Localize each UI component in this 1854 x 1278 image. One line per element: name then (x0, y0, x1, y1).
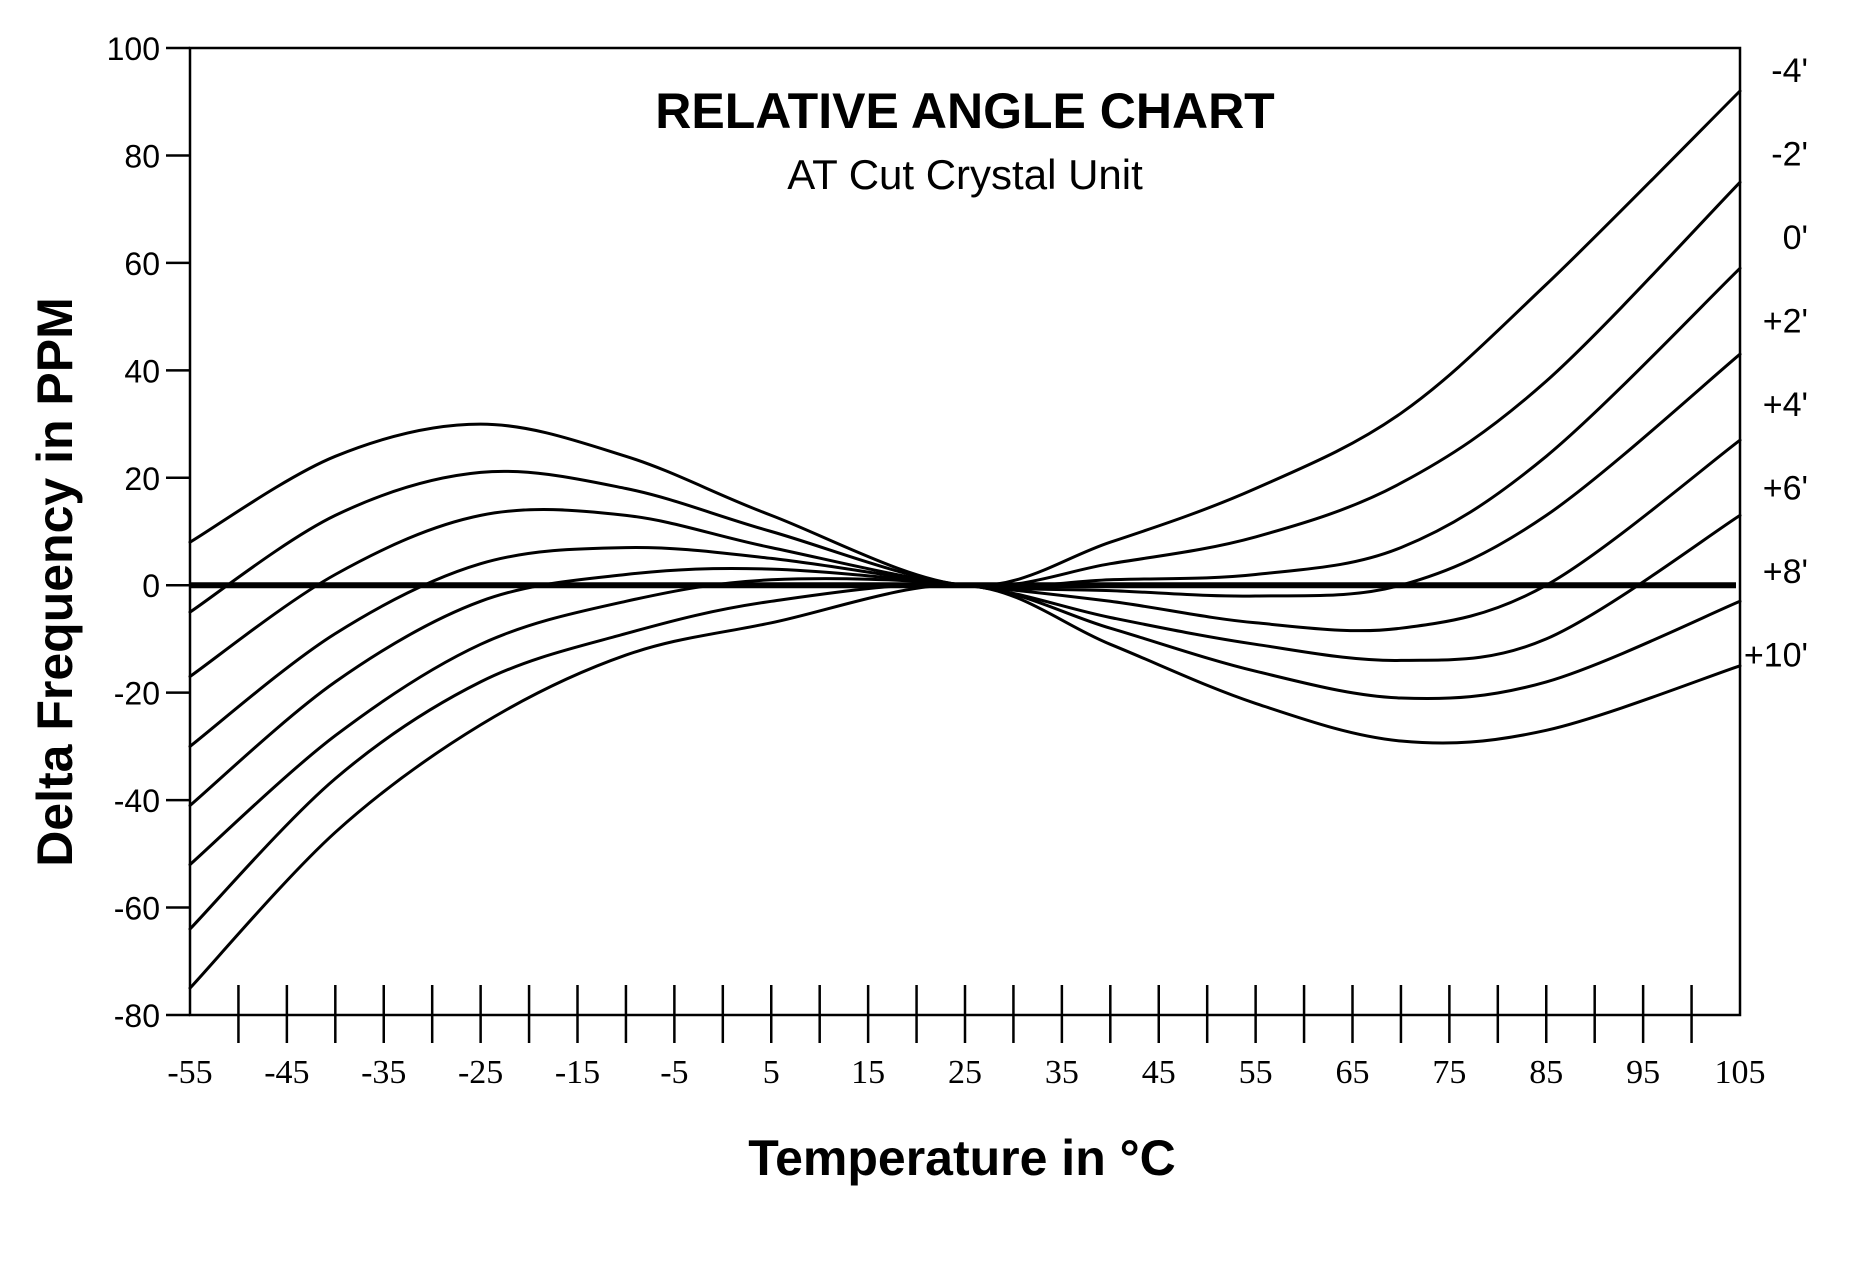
x-tick-label: 75 (1432, 1054, 1466, 1091)
series-label: +4' (1763, 386, 1808, 424)
series-label: +10' (1744, 637, 1808, 675)
x-tick-label: -15 (555, 1054, 600, 1091)
y-tick-label: 0 (142, 568, 160, 604)
x-tick-label: 55 (1239, 1054, 1273, 1091)
series-label: +2' (1763, 303, 1808, 341)
series-label: 0' (1783, 219, 1808, 257)
x-tick-label: -35 (361, 1054, 406, 1091)
x-tick-label: -55 (167, 1054, 212, 1091)
x-tick-label: 65 (1336, 1054, 1370, 1091)
y-tick-label: 40 (124, 353, 160, 389)
y-tick-label: -60 (114, 891, 160, 927)
y-tick-label: 80 (124, 138, 160, 174)
x-tick-label: 95 (1626, 1054, 1660, 1091)
x-tick-label: -5 (660, 1054, 688, 1091)
y-axis-title: Delta Frequency in PPM (27, 297, 83, 867)
x-tick-label: -25 (458, 1054, 503, 1091)
series-label: +8' (1763, 553, 1808, 591)
series-label: -2' (1771, 136, 1808, 174)
y-tick-label: -20 (114, 676, 160, 712)
x-tick-label: 35 (1045, 1054, 1079, 1091)
x-tick-label: 25 (948, 1054, 982, 1091)
chart-subtitle: AT Cut Crystal Unit (787, 151, 1143, 198)
x-tick-label: -45 (264, 1054, 309, 1091)
y-tick-label: -80 (114, 998, 160, 1034)
series-label: +6' (1763, 470, 1808, 508)
x-tick-label: 85 (1529, 1054, 1563, 1091)
series-labels: -4' -2' 0' +2' +4' +6' +8' +10' (1744, 52, 1808, 675)
plot-frame (188, 46, 1742, 1017)
series-label: -4' (1771, 52, 1808, 90)
y-axis-ticks: 100 80 60 40 20 0 -20 -40 -60 -80 (107, 31, 190, 1034)
y-tick-label: -40 (114, 783, 160, 819)
chart-title: RELATIVE ANGLE CHART (655, 83, 1274, 139)
x-tick-label: 15 (851, 1054, 885, 1091)
y-tick-label: 100 (107, 31, 160, 67)
y-tick-label: 20 (124, 461, 160, 497)
y-tick-label: 60 (124, 246, 160, 282)
x-axis-title: Temperature in °C (748, 1130, 1176, 1186)
x-tick-label: 105 (1715, 1054, 1766, 1091)
x-tick-label: 5 (763, 1054, 780, 1091)
x-tick-label: 45 (1142, 1054, 1176, 1091)
